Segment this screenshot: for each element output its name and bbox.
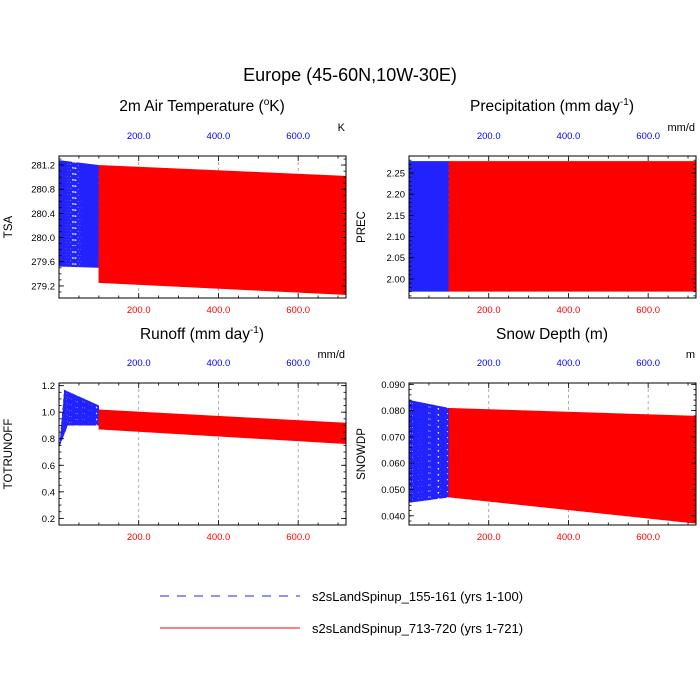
panel-title-tsa: 2m Air Temperature (oK)	[119, 97, 285, 115]
series-line-snowdp-blue	[409, 400, 450, 503]
legend: s2sLandSpinup_155-161 (yrs 1-100) s2sLan…	[160, 589, 523, 636]
plot-frame-runoff	[58, 382, 347, 526]
y-tick-label-runoff: 0.6	[42, 461, 55, 472]
x-tick-label-top-runoff: 200.0	[127, 358, 151, 369]
series-group-prec	[409, 161, 696, 292]
y-tick-label-prec: 2.10	[387, 232, 406, 243]
y-tick-label-tsa: 281.2	[31, 161, 55, 172]
y-axis-label-prec: PREC	[356, 211, 368, 243]
y-tick-label-snowdp: 0.090	[381, 380, 405, 391]
series-mean-snowdp-red	[448, 423, 696, 438]
y-tick-label-runoff: 1.0	[42, 408, 55, 419]
units-label-runoff: mm/d	[318, 349, 346, 361]
x-tick-label-top-prec: 200.0	[477, 131, 501, 142]
y-tick-label-snowdp: 0.060	[381, 459, 405, 470]
series-group-tsa	[59, 160, 346, 295]
x-tick-label-top-tsa: 400.0	[207, 131, 231, 142]
series-line-runoff-red	[98, 409, 346, 445]
x-tick-label-bottom-runoff: 200.0	[127, 532, 151, 543]
panel-tsa: 200.0 200.0 400.0 400.0 600.0 600.0 279.2 279.6…	[3, 97, 347, 316]
panel-runoff: 200.0 200.0 400.0 400.0 600.0 600.0 0.2 0.4 0.6 0…	[3, 325, 347, 543]
x-tick-label-bottom-tsa: 200.0	[127, 305, 151, 316]
y-tick-label-runoff: 0.2	[42, 514, 55, 525]
panel-prec: 200.0 200.0 400.0 400.0 600.0 600.0 2.00 2.05 2.…	[356, 97, 697, 316]
x-tick-label-bottom-prec: 200.0	[477, 305, 501, 316]
series-line-prec-red	[448, 161, 696, 292]
x-tick-label-bottom-runoff: 600.0	[286, 532, 310, 543]
y-tick-label-tsa: 279.6	[31, 257, 55, 268]
series-group-snowdp	[409, 400, 696, 524]
y-tick-label-prec: 2.25	[387, 168, 406, 179]
x-tick-label-top-tsa: 600.0	[286, 131, 310, 142]
y-tick-label-tsa: 280.0	[31, 233, 55, 244]
legend-label-red: s2sLandSpinup_713-720 (yrs 1-721)	[312, 621, 523, 636]
y-tick-label-tsa: 280.8	[31, 185, 55, 196]
x-tick-label-top-prec: 400.0	[557, 131, 581, 142]
x-tick-label-bottom-tsa: 400.0	[207, 305, 231, 316]
series-line-tsa-blue	[59, 160, 100, 268]
y-tick-label-prec: 2.20	[387, 190, 406, 201]
x-tick-label-bottom-snowdp: 600.0	[636, 532, 660, 543]
x-tick-label-top-snowdp: 600.0	[636, 358, 660, 369]
plot-frame-snowdp	[408, 382, 697, 526]
series-mean-tsa-red	[98, 247, 346, 261]
x-tick-label-top-runoff: 600.0	[286, 358, 310, 369]
series-group-runoff	[59, 389, 346, 446]
x-tick-label-bottom-snowdp: 200.0	[477, 532, 501, 543]
x-tick-label-bottom-prec: 600.0	[636, 305, 660, 316]
legend-label-blue: s2sLandSpinup_155-161 (yrs 1-100)	[312, 589, 523, 604]
y-tick-label-snowdp: 0.050	[381, 485, 405, 496]
panel-title-snowdp: Snow Depth (m)	[496, 326, 608, 343]
y-tick-label-snowdp: 0.040	[381, 511, 405, 522]
x-tick-label-top-snowdp: 400.0	[557, 358, 581, 369]
y-tick-label-runoff: 1.2	[42, 381, 55, 392]
figure-title: Europe (45-60N,10W-30E)	[243, 65, 457, 85]
x-tick-label-bottom-tsa: 600.0	[286, 305, 310, 316]
series-line-snowdp-red	[448, 407, 696, 524]
units-label-prec: mm/d	[668, 122, 696, 134]
panel-snowdp: 200.0 200.0 400.0 400.0 600.0 600.0 0.040 0.050…	[356, 326, 697, 543]
y-tick-label-prec: 2.05	[387, 253, 406, 264]
x-tick-label-bottom-runoff: 400.0	[207, 532, 231, 543]
x-tick-label-top-runoff: 400.0	[207, 358, 231, 369]
series-line-runoff-blue	[59, 389, 100, 446]
panel-title-runoff: Runoff (mm day-1)	[140, 325, 264, 343]
panel-title-prec: Precipitation (mm day-1)	[470, 97, 634, 115]
series-mean-snowdp-blue	[409, 417, 449, 425]
x-tick-label-top-prec: 600.0	[636, 131, 660, 142]
units-label-snowdp: m	[686, 349, 695, 361]
y-tick-label-tsa: 279.2	[31, 281, 55, 292]
units-label-tsa: K	[338, 122, 346, 134]
y-axis-label-runoff: TOTRUNOFF	[3, 419, 15, 490]
plot-frame-prec	[408, 155, 697, 299]
x-tick-label-top-tsa: 200.0	[127, 131, 151, 142]
y-tick-label-snowdp: 0.080	[381, 406, 405, 417]
y-tick-label-tsa: 280.4	[31, 209, 55, 220]
y-axis-label-tsa: TSA	[3, 215, 15, 238]
y-tick-label-prec: 2.00	[387, 274, 406, 285]
x-tick-label-bottom-prec: 400.0	[557, 305, 581, 316]
y-tick-label-runoff: 0.4	[42, 487, 55, 498]
x-tick-label-top-snowdp: 200.0	[477, 358, 501, 369]
plot-frame-tsa	[58, 155, 347, 299]
y-tick-label-runoff: 0.8	[42, 434, 55, 445]
y-tick-label-prec: 2.15	[387, 211, 406, 222]
y-axis-label-snowdp: SNOWDP	[356, 428, 368, 480]
series-line-tsa-red	[98, 165, 346, 295]
x-tick-label-bottom-snowdp: 400.0	[557, 532, 581, 543]
series-line-prec-blue	[409, 161, 450, 292]
y-tick-label-snowdp: 0.070	[381, 432, 405, 443]
